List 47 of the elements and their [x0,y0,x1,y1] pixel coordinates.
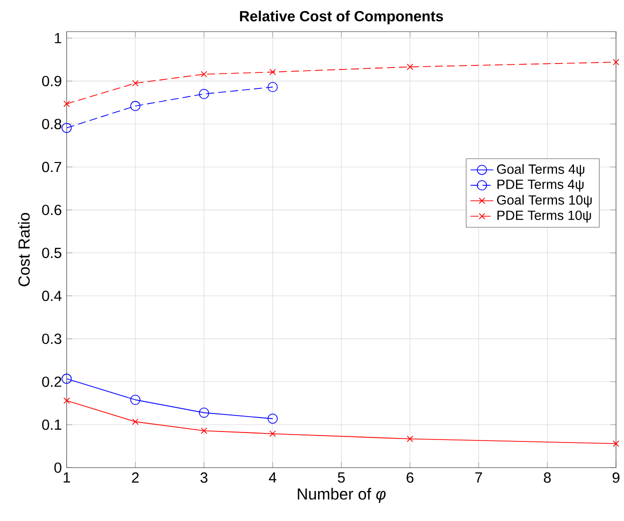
y-axis-title: Cost Ratio [18,213,30,286]
point [198,88,210,100]
x-tick-label: 7 [475,472,482,482]
legend-label: Goal Terms 4ψ [497,164,584,176]
legend-label: Goal Terms 10ψ [497,194,592,208]
point [63,397,70,404]
y-tick-label: 0 [54,462,62,473]
point [62,374,72,384]
point [269,430,276,437]
y-tick-label: 0.2 [42,376,62,387]
point [198,408,210,418]
x-tick-label: 1 [64,472,70,482]
y-tick-label: 1 [54,33,62,44]
legend-label: PDE Terms 10ψ [497,210,591,223]
y-tick-label: 0.7 [42,162,62,172]
y-tick-label: 0.8 [42,118,62,130]
point [63,100,70,108]
legend-label: PDE Terms 4ψ [497,180,584,192]
chart-title: Relative Cost of Components [240,10,443,24]
point [268,82,278,92]
point [612,440,620,447]
x-tick-label: 5 [338,472,345,483]
x-tick-label: 8 [544,472,551,483]
y-tick-label: 0.6 [42,204,62,216]
point [612,58,620,66]
x-tick-label: 3 [200,472,208,483]
x-tick-label: 6 [406,472,414,483]
point [130,394,140,405]
point [200,427,208,434]
point [269,68,276,76]
point [132,418,139,425]
point [132,80,139,86]
point [268,414,278,424]
x-axis-title: Number of φ [298,488,386,503]
point [406,64,414,70]
y-tick-label: 0.9 [42,76,62,86]
y-tick-label: 0.3 [42,334,62,344]
point [200,70,208,78]
point [406,436,414,442]
y-tick-label: 0.4 [42,290,62,302]
point [130,100,140,112]
y-tick-label: 0.5 [42,248,62,258]
y-tick-label: 0.1 [42,420,62,430]
x-tick-label: 4 [268,472,276,482]
x-tick-label: 2 [132,472,139,483]
point [62,122,72,133]
x-tick-label: 9 [612,472,620,483]
